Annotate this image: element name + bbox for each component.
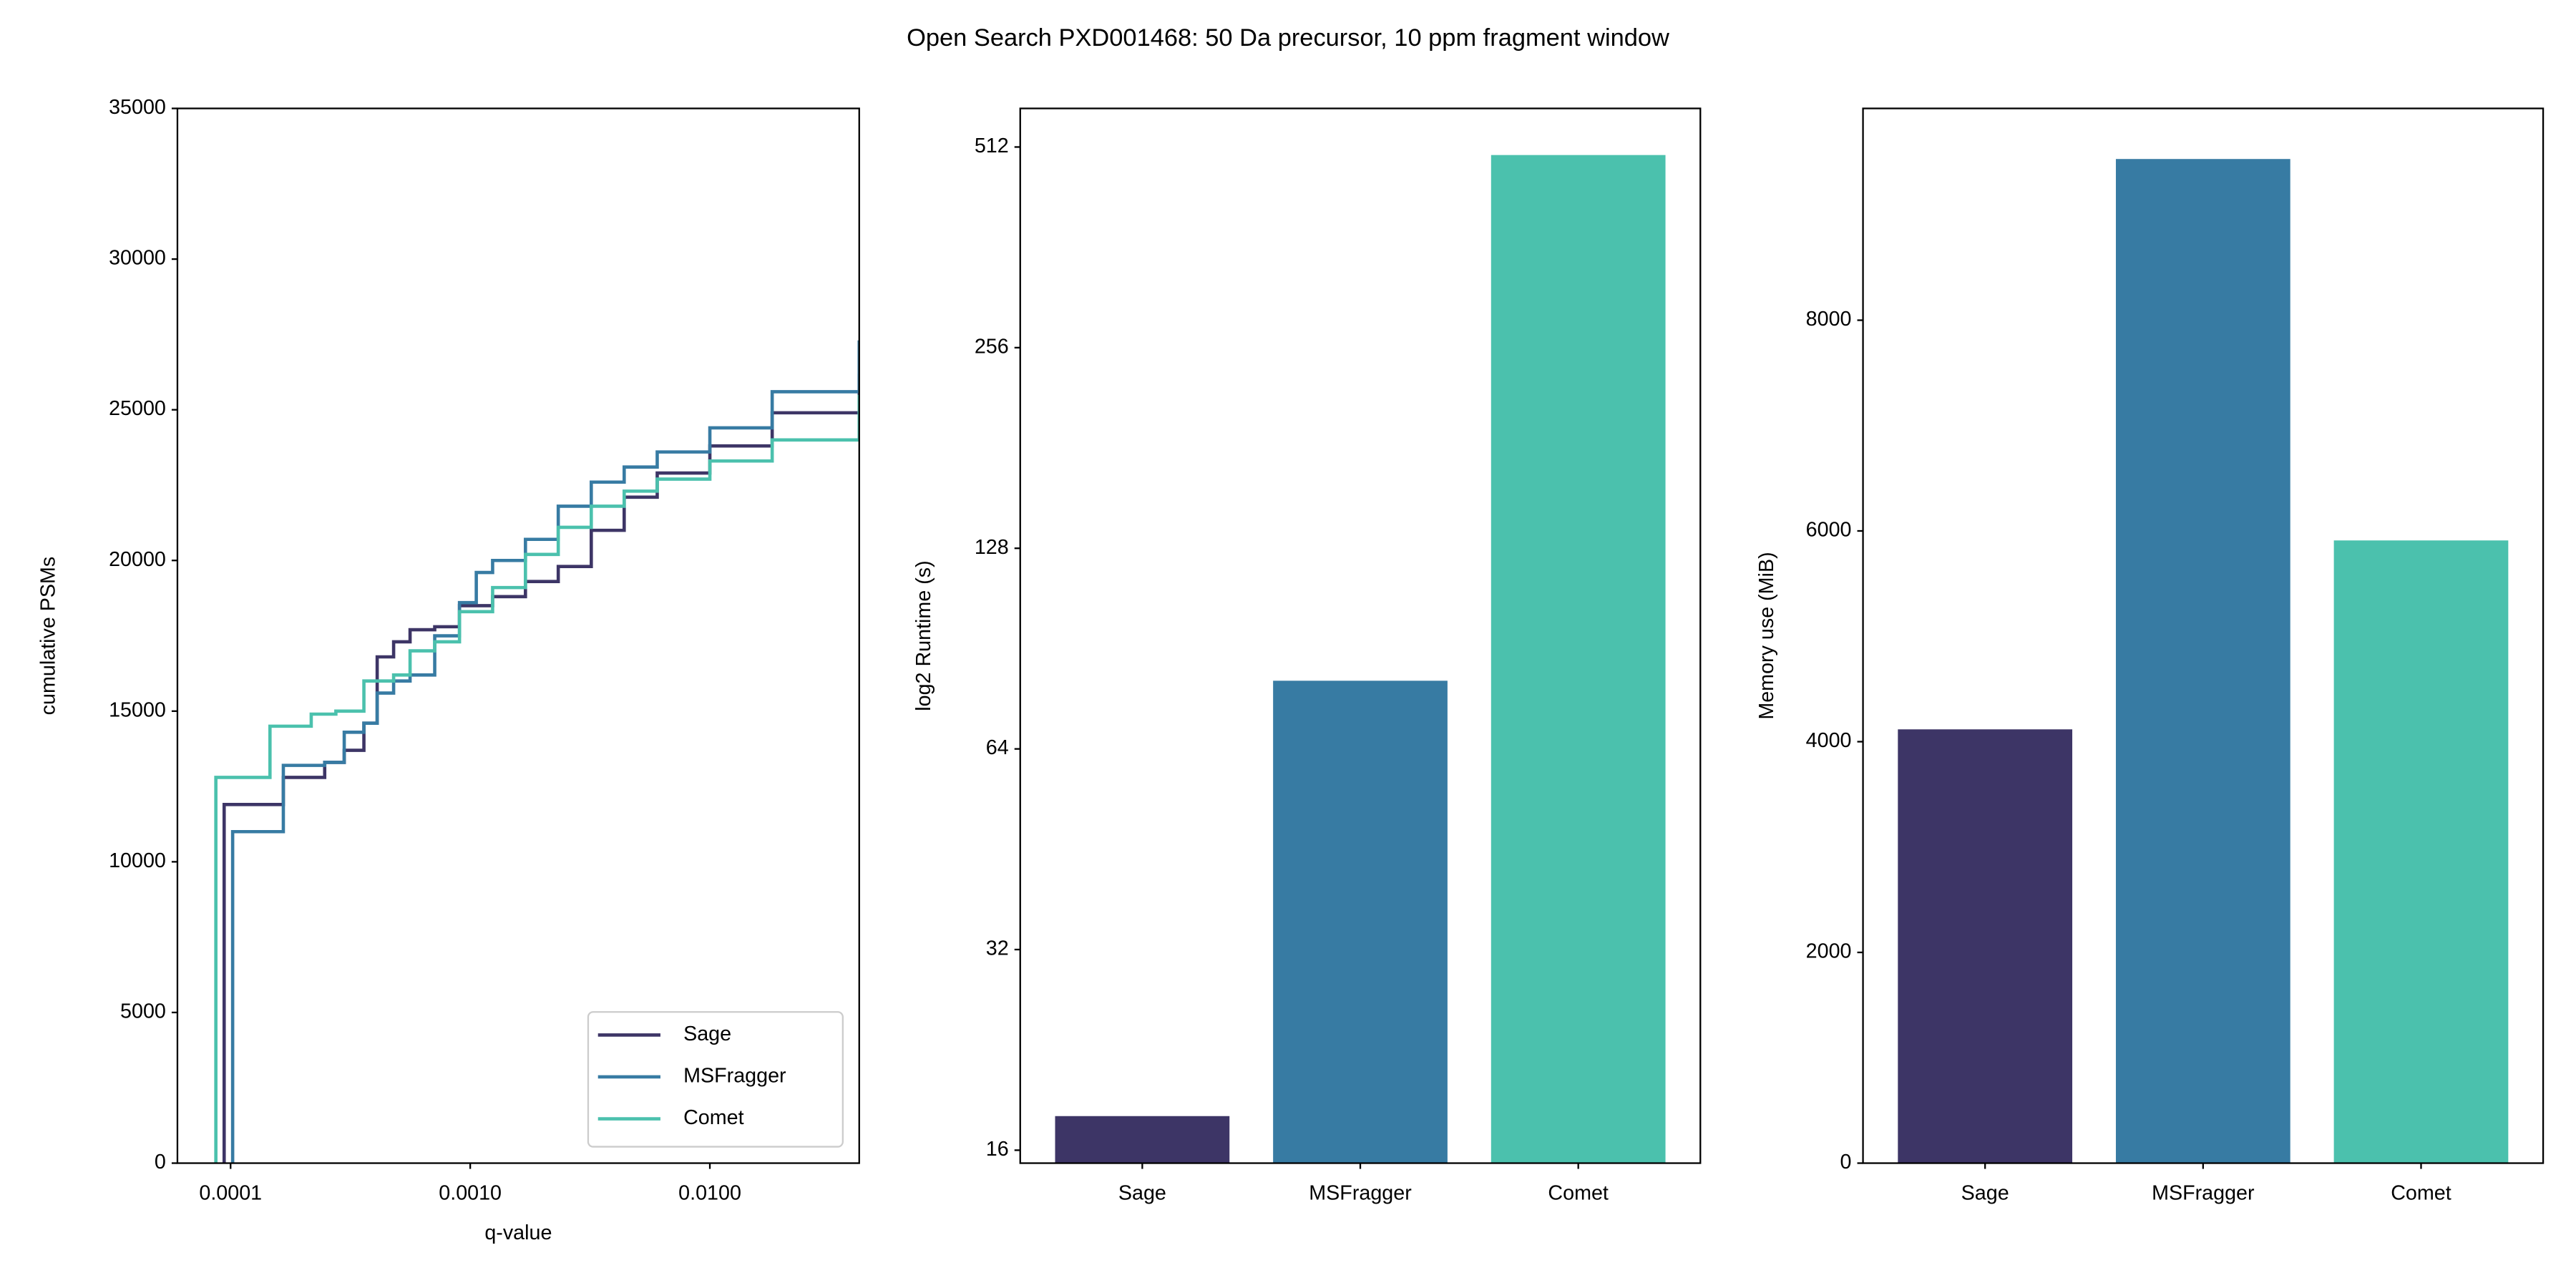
legend-label: Sage [683,1023,731,1045]
bar [1273,680,1448,1163]
x-tick-label: 0.0001 [199,1182,262,1205]
y-tick-label: 35000 [109,96,166,119]
y-tick-label: 0 [155,1151,166,1174]
y-tick-label: 25000 [109,397,166,420]
bar [1055,1116,1230,1163]
y-tick-label: 32 [986,937,1009,960]
bar [1491,155,1666,1163]
y-tick-label: 5000 [120,1000,166,1023]
series-line [230,340,859,1163]
x-tick-label: 0.0100 [678,1182,741,1205]
axes-frame [1019,107,1702,1164]
x-tick-label: Sage [1961,1182,2009,1205]
y-tick-label: 0 [1840,1151,1852,1174]
legend-label: MSFragger [683,1065,786,1088]
bar [1898,729,2073,1163]
legend-label: Comet [683,1106,744,1129]
x-tick-label: Comet [1548,1182,1609,1205]
series-line [214,394,859,1163]
y-tick-label: 20000 [109,548,166,571]
bar [2333,540,2509,1163]
y-tick-label: 16 [986,1138,1009,1161]
x-axis-label: q-value [484,1221,552,1244]
y-axis-label: cumulative PSMs [36,557,59,716]
x-tick-label: Sage [1118,1182,1166,1205]
y-tick-label: 2000 [1806,940,1852,963]
y-axis-label: log2 Runtime (s) [912,560,935,711]
y-tick-label: 64 [986,736,1009,759]
x-tick-label: Comet [2391,1182,2451,1205]
axes-frame [176,107,860,1164]
y-tick-label: 512 [975,135,1009,157]
y-tick-label: 30000 [109,247,166,270]
y-tick-label: 256 [975,335,1009,358]
bar [2115,159,2290,1163]
y-tick-label: 4000 [1806,729,1852,752]
y-tick-label: 6000 [1806,519,1852,542]
y-tick-label: 128 [975,536,1009,559]
legend-box [587,1011,844,1148]
figure-title: Open Search PXD001468: 50 Da precursor, … [907,24,1669,52]
y-tick-label: 8000 [1806,308,1852,331]
axes-frame [1862,107,2545,1164]
y-tick-label: 15000 [109,698,166,721]
x-tick-label: MSFragger [2152,1182,2255,1205]
y-tick-label: 10000 [109,849,166,872]
x-tick-label: 0.0010 [439,1182,502,1205]
y-axis-label: Memory use (MiB) [1755,552,1778,719]
x-tick-label: MSFragger [1309,1182,1412,1205]
